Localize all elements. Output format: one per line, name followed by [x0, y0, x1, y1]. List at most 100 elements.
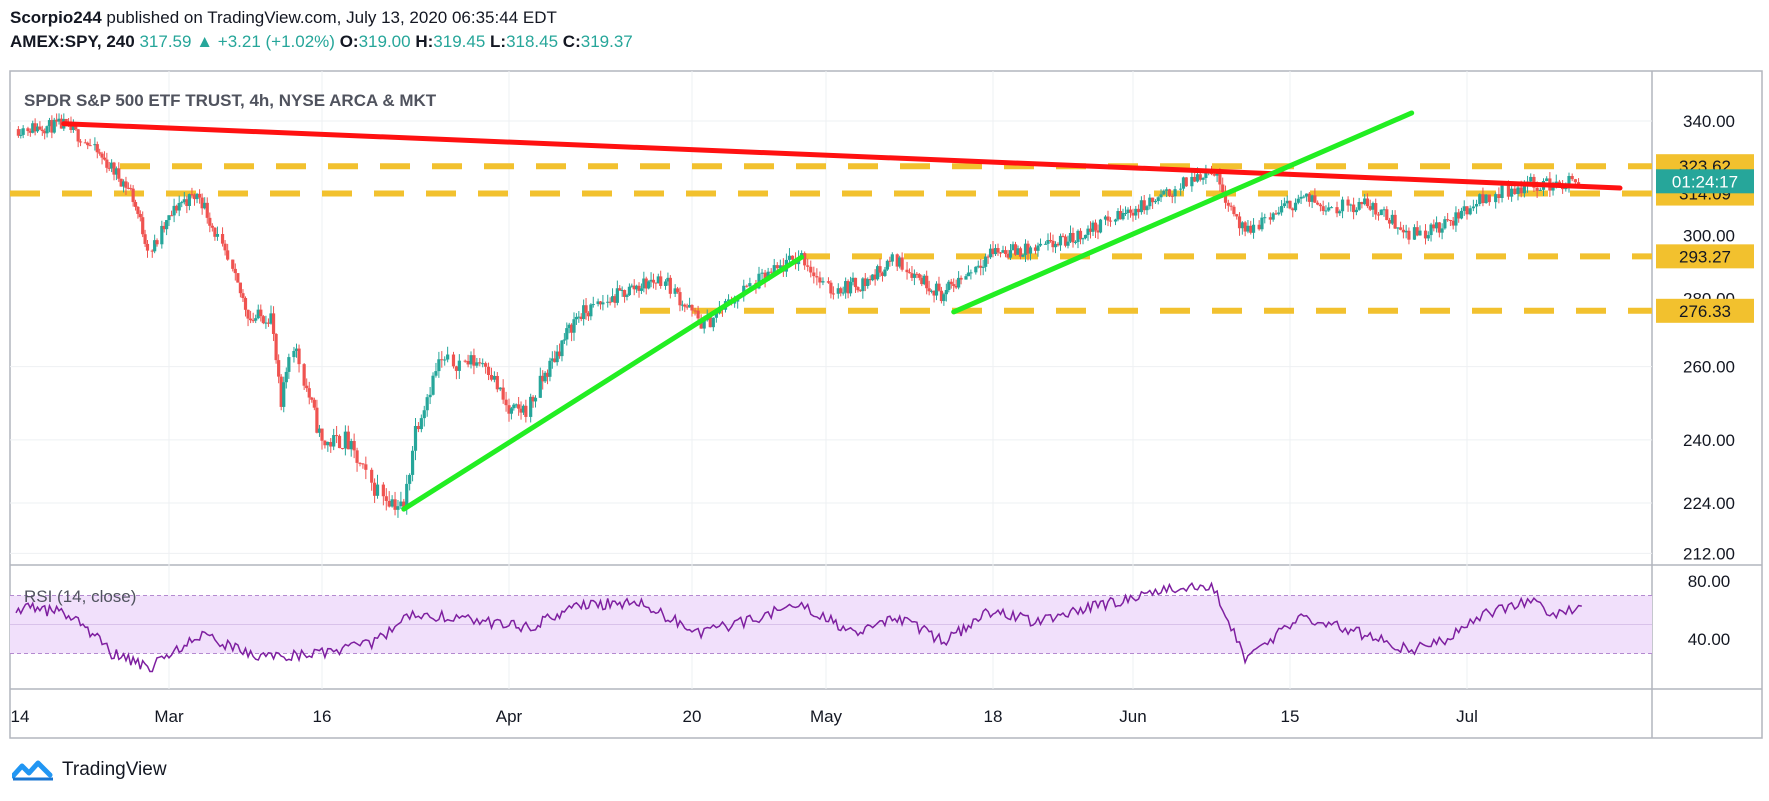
candle-up — [167, 215, 171, 221]
candle-up — [760, 272, 764, 274]
candle-up — [1153, 201, 1158, 203]
candle-up — [1190, 176, 1194, 187]
candle-down — [949, 281, 953, 285]
tradingview-logo-icon — [12, 760, 53, 781]
candle-down — [1316, 202, 1320, 205]
candle-up — [422, 410, 426, 419]
candle-down — [1033, 247, 1038, 251]
candle-up — [1474, 203, 1479, 207]
candle-down — [932, 290, 936, 296]
candle-down — [1088, 228, 1093, 232]
candle-up — [748, 283, 752, 287]
candle-up — [172, 205, 176, 216]
candle-up — [1484, 194, 1488, 204]
candle-down — [1457, 212, 1461, 219]
candle-up — [1304, 193, 1309, 197]
candle-down — [249, 318, 253, 321]
candle-up — [114, 168, 119, 175]
candle-down — [622, 290, 627, 297]
candle-up — [1500, 185, 1504, 198]
candle-down — [920, 277, 924, 285]
candle-down — [1481, 194, 1485, 204]
candle-down — [335, 435, 339, 437]
last-price: 317.59 — [139, 32, 192, 51]
candle-up — [437, 359, 441, 372]
candle-up — [203, 202, 207, 209]
candle-down — [541, 375, 545, 382]
candle-up — [375, 484, 380, 496]
open-label: O: — [339, 32, 359, 51]
candle-down — [1061, 235, 1065, 237]
candle-down — [584, 305, 588, 313]
quote-line: AMEX:SPY, 240 317.59 ▲ +3.21 (+1.02%) O:… — [10, 30, 633, 54]
candle-down — [83, 142, 87, 144]
footer-brand[interactable]: TradingView — [12, 759, 167, 781]
countdown-label: 01:24:17 — [1672, 172, 1738, 191]
candle-up — [630, 285, 634, 287]
candle-down — [340, 448, 345, 450]
green-trendline — [951, 110, 1415, 315]
candle-up — [1522, 185, 1526, 194]
candle-up — [841, 292, 845, 294]
candle-down — [162, 225, 166, 230]
candle-down — [790, 255, 795, 260]
candle-down — [693, 310, 697, 312]
low-label: L: — [490, 32, 507, 51]
candle-down — [608, 301, 612, 303]
candle-up — [1454, 212, 1458, 226]
candle-down — [519, 408, 523, 413]
time-axis[interactable]: 14 Mar 16 Apr 20 May 18 Jun 15 Jul — [11, 707, 1478, 726]
candle-up — [390, 499, 394, 507]
candle-down — [1151, 197, 1155, 203]
candle-down — [1437, 222, 1441, 233]
candle-up — [533, 397, 538, 402]
candle-down — [372, 482, 377, 496]
candle-down — [839, 288, 843, 293]
candle-down — [112, 162, 116, 175]
candle-down — [1387, 220, 1392, 224]
candle-down — [315, 407, 319, 433]
candle-down — [668, 277, 672, 294]
candle-up — [680, 304, 684, 306]
candle-down — [86, 142, 90, 146]
candle-up — [591, 304, 595, 306]
candle-down — [1451, 220, 1455, 226]
candle-up — [1073, 241, 1078, 243]
candle-down — [1232, 206, 1236, 215]
candle-up — [1246, 225, 1250, 232]
candle-down — [352, 441, 356, 451]
price-axis[interactable]: 340.00260.00240.00224.00212.00320.00300.… — [1656, 112, 1754, 649]
candle-up — [930, 290, 934, 292]
symbol-label[interactable]: AMEX:SPY, 240 — [10, 32, 135, 51]
candle-up — [1478, 194, 1482, 204]
candle-down — [370, 469, 374, 483]
candle-down — [524, 405, 528, 417]
candle-down — [937, 283, 941, 291]
candle-down — [402, 501, 406, 508]
rsi-title: RSI (14, close) — [24, 587, 136, 606]
author-name[interactable]: Scorpio244 — [10, 8, 102, 27]
candle-down — [831, 293, 835, 295]
candle-down — [1535, 187, 1539, 191]
candle-up — [512, 404, 516, 409]
candle-up — [160, 225, 164, 245]
candle-down — [495, 375, 499, 390]
candle-up — [555, 351, 559, 363]
candle-down — [484, 363, 488, 367]
candle-up — [1329, 207, 1334, 209]
candle-up — [343, 431, 347, 449]
trendlines — [61, 110, 1623, 512]
candle-down — [393, 499, 397, 510]
time-tick-label: 16 — [313, 707, 332, 726]
candle-down — [507, 405, 511, 414]
candle-up — [71, 126, 75, 131]
candle-down — [979, 265, 983, 268]
candle-down — [895, 254, 899, 267]
candle-down — [486, 366, 491, 375]
candle-down — [991, 248, 995, 255]
candle-up — [317, 428, 322, 433]
candle-up — [778, 265, 782, 269]
candle-down — [1118, 211, 1123, 220]
candle-down — [553, 358, 557, 363]
